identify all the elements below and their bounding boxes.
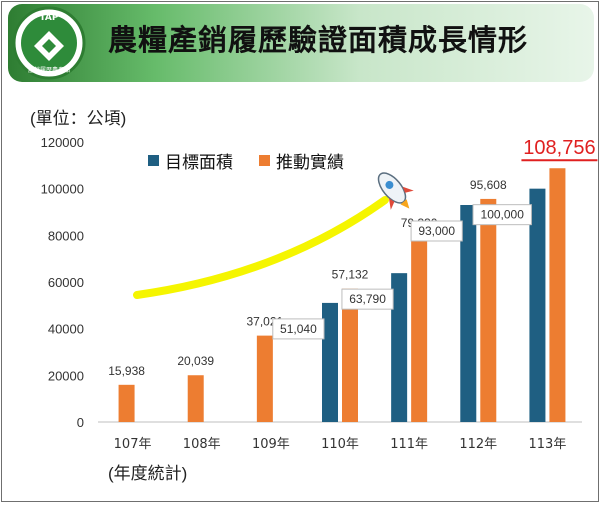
axes: 0 20000 40000 60000 80000 100000 120000 107年 108… <box>41 135 582 452</box>
y-tick-label: 80000 <box>48 228 84 243</box>
bar-actual <box>480 198 497 422</box>
data-label-actual: 15,938 <box>108 364 145 378</box>
data-label-target: 93,000 <box>418 224 455 238</box>
data-label-actual: 20,039 <box>177 354 214 368</box>
growth-arrow <box>133 196 389 299</box>
data-label-box <box>341 288 394 310</box>
x-tick-label: 113年 <box>529 437 567 452</box>
data-label-box <box>410 220 463 242</box>
data-label-highlight: 108,756 <box>523 137 595 159</box>
data-label-target: 63,790 <box>349 292 386 306</box>
bar-actual <box>187 375 204 422</box>
x-tick-label: 107年 <box>114 437 152 452</box>
title-banner <box>8 4 594 82</box>
data-label-box <box>472 204 532 226</box>
logo-top-text: TAP <box>39 13 58 23</box>
data-label-box <box>272 318 325 340</box>
x-tick-label: 110年 <box>321 437 359 452</box>
data-label-actual: 95,608 <box>470 178 507 192</box>
data-label-actual: 57,132 <box>332 268 369 282</box>
bar-actual <box>256 335 273 422</box>
y-tick-label: 60000 <box>48 275 84 290</box>
y-unit-label: (單位：公頃) <box>30 109 127 128</box>
y-tick-label: 0 <box>77 415 84 430</box>
legend: 目標面積 推動實績 <box>148 148 344 173</box>
legend-swatch-target <box>148 155 159 166</box>
bar-actual <box>118 384 135 422</box>
bar-actual <box>342 288 358 422</box>
x-tick-label: 112年 <box>459 437 497 452</box>
tap-logo: TAP 產銷履歷農產品 <box>12 6 86 80</box>
x-footnote: (年度統計) <box>108 464 188 483</box>
data-labels: 15,93820,03937,02157,13279,33095,608108,… <box>108 137 598 378</box>
x-tick-label: 111年 <box>390 437 428 452</box>
bar-target <box>391 273 408 422</box>
bar-target <box>460 205 477 422</box>
bar-actual <box>549 168 566 422</box>
legend-item-actual: 推動實績 <box>259 148 344 173</box>
y-tick-label: 20000 <box>48 368 84 383</box>
bar-target <box>322 302 338 422</box>
bar-target <box>529 188 546 422</box>
legend-label-target: 目標面積 <box>165 153 233 173</box>
legend-swatch-actual <box>259 155 270 166</box>
bars <box>118 168 566 422</box>
y-tick-label: 120000 <box>41 135 84 150</box>
data-label-target: 100,000 <box>481 208 525 222</box>
legend-item-target: 目標面積 <box>148 148 233 173</box>
y-tick-label: 100000 <box>41 182 84 197</box>
bar-actual <box>411 236 428 422</box>
logo-bottom-text: 產銷履歷農產品 <box>28 66 70 74</box>
x-tick-label: 108年 <box>183 437 221 452</box>
y-tick-label: 40000 <box>48 322 84 337</box>
rocket-icon <box>377 172 414 210</box>
page-title: 農糧產銷履歷驗證面積成長情形 <box>108 23 529 57</box>
x-tick-label: 109年 <box>252 437 290 452</box>
data-label-target: 51,040 <box>280 322 317 336</box>
legend-label-actual: 推動實績 <box>276 153 344 173</box>
